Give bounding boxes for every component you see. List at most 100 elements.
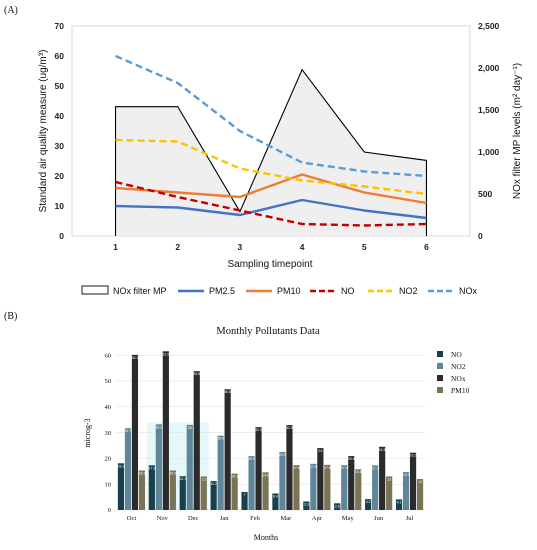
legend-swatch: [437, 375, 443, 381]
bar-no2-dec: [186, 424, 193, 510]
bar-value-label: 3.3: [304, 502, 309, 506]
bar-value-label: 13.1: [179, 477, 186, 481]
x-tick-label: Oct: [127, 515, 137, 522]
legend-entry-label: NOx: [459, 286, 478, 296]
bar-nox-oct: [131, 354, 139, 510]
legend-entry-label: NO: [341, 286, 355, 296]
bar-value-label: 13: [202, 477, 206, 481]
x-tick-label: 5: [362, 242, 367, 252]
bar-value-label: 11.2: [210, 482, 217, 486]
bar-value-label: 32.1: [255, 428, 262, 432]
bar-value-label: 6.4: [273, 494, 278, 498]
x-axis-label-a: Sampling timepoint: [227, 259, 312, 270]
bar-value-label: 14.6: [262, 473, 269, 477]
x-tick-label: 1: [113, 242, 118, 252]
bar-nox-may: [348, 456, 355, 510]
bar-nox-nov: [162, 351, 169, 510]
panel-label-a: (A): [4, 5, 18, 16]
bar-pm10-jan: [231, 473, 238, 510]
y2-tick-label: 2,500: [478, 21, 500, 31]
y-tick-label: 10: [55, 201, 65, 211]
legend-entry-label: NOx: [451, 374, 466, 383]
bar-value-label: 17.9: [310, 465, 317, 469]
y-tick-label: 40: [105, 404, 112, 411]
y-tick-label: 30: [105, 430, 112, 437]
legend-swatch: [81, 285, 109, 295]
x-tick-label: Jun: [374, 515, 384, 522]
bar-value-label: 17.4: [341, 466, 348, 470]
y-tick-label: 60: [55, 51, 65, 61]
y-tick-label: 50: [105, 378, 112, 385]
bar-pm10-nov: [169, 470, 176, 510]
bar-value-label: 13: [387, 477, 391, 481]
bar-value-label: 17.5: [324, 466, 331, 470]
y-tick-label: 0: [59, 231, 64, 241]
y-tick-label: 20: [105, 456, 112, 463]
bar-nox-mar: [286, 425, 293, 510]
bar-value-label: 33: [188, 426, 192, 430]
legend-entry-label: NO: [451, 350, 462, 359]
x-tick-label: Mar: [281, 515, 293, 522]
bar-no-oct: [117, 463, 125, 510]
bar-no2-jun: [372, 465, 379, 510]
legend-entry-label: NO2: [399, 286, 418, 296]
bar-value-label: 7: [244, 493, 246, 497]
y-tick-label: 70: [55, 21, 65, 31]
legend-swatch: [437, 351, 443, 357]
bar-pm10-feb: [262, 472, 269, 510]
bar-nox-dec: [193, 371, 200, 510]
x-tick-label: Feb: [250, 515, 260, 522]
y2-tick-label: 0: [478, 231, 483, 241]
bar-no-mar: [272, 493, 279, 510]
bar-value-label: 61.5: [162, 352, 169, 356]
bar-value-label: 17.4: [293, 466, 300, 470]
legend-entry-label: NOx filter MP: [113, 286, 167, 296]
bar-value-label: 14.1: [231, 475, 238, 479]
bar-value-label: 18.1: [118, 464, 125, 468]
series-line-no2: [115, 138, 427, 196]
bar-value-label: 24: [318, 449, 322, 453]
bar-no2-oct: [124, 428, 132, 510]
x-tick-label: 2: [175, 242, 180, 252]
legend-entry-label: PM10: [451, 386, 470, 395]
legend-swatch: [437, 363, 443, 369]
legend-entry-label: PM2.5: [209, 286, 235, 296]
bar-value-label: 33.2: [155, 425, 162, 429]
y-tick-label: 10: [105, 481, 112, 488]
bar-value-label: 31.7: [125, 429, 132, 433]
series-line-pm2-5: [115, 198, 427, 220]
bar-no2-jan: [217, 435, 224, 510]
legend-swatch: [437, 387, 443, 393]
chart-b: (B) Monthly Pollutants Data 18.1 31.7 60.1…: [4, 311, 470, 542]
bar-value-label: 12: [418, 480, 422, 484]
bar-value-label: 32.9: [286, 426, 293, 430]
series-line-nox: [115, 54, 427, 178]
bar-nox-jan: [224, 389, 231, 510]
bar-nox-jul: [409, 452, 417, 510]
bar-value-label: 4.2: [366, 500, 371, 504]
chart-title-b: Monthly Pollutants Data: [216, 326, 320, 337]
bar-no-jun: [365, 499, 372, 510]
bar-no2-mar: [279, 451, 286, 510]
bar-nox-apr: [317, 448, 324, 510]
bar-no-nov: [148, 465, 155, 510]
bar-no-jul: [395, 499, 403, 510]
x-tick-label: Jan: [220, 515, 229, 522]
y-tick-label: 60: [105, 352, 112, 359]
x-tick-label: 3: [238, 242, 243, 252]
series-line-no: [115, 180, 427, 227]
y2-tick-label: 2,000: [478, 63, 500, 73]
bar-nox-feb: [255, 427, 262, 510]
bar-pm10-mar: [293, 465, 300, 510]
y2-tick-label: 500: [478, 189, 492, 199]
bar-value-label: 17.3: [372, 466, 379, 470]
y-axis-label-b: microg-3: [83, 418, 92, 447]
bar-value-label: 24.5: [379, 448, 386, 452]
bar-value-label: 22.5: [279, 453, 286, 457]
y-axis-label-a: Standard air quality measure (ug/m³): [38, 50, 49, 213]
bar-no2-may: [341, 465, 348, 510]
x-tick-label: Dec: [188, 515, 199, 522]
bar-pm10-dec: [200, 476, 207, 510]
bar-value-label: 15.3: [169, 472, 176, 476]
